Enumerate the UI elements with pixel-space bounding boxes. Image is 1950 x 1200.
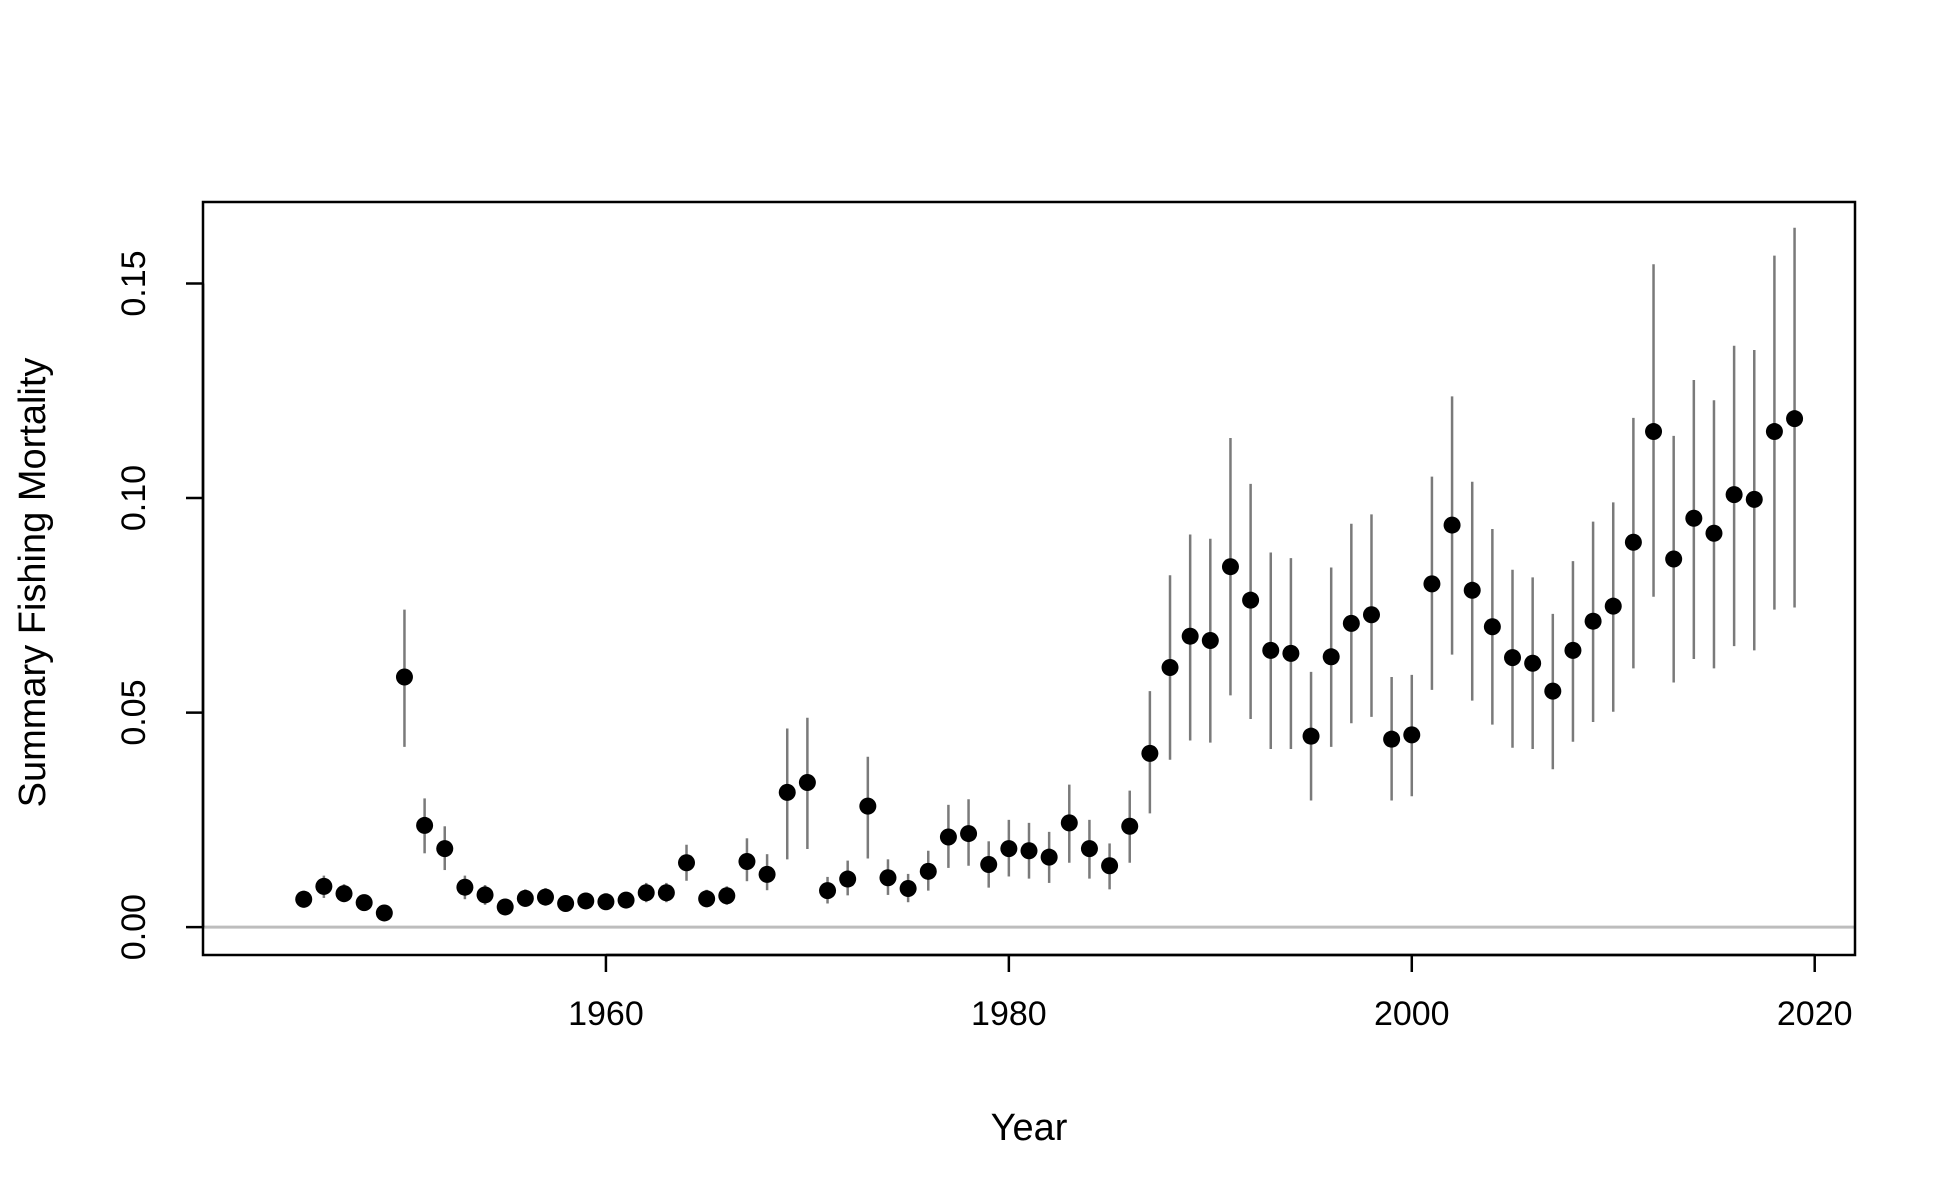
data-point xyxy=(1000,840,1018,858)
data-point xyxy=(960,825,978,843)
x-axis: 1960 1980 2000 2020 xyxy=(568,953,1853,1033)
x-axis-title: Year xyxy=(991,1107,1068,1149)
data-point xyxy=(657,884,675,902)
data-point xyxy=(1262,641,1280,659)
data-point xyxy=(1080,840,1098,858)
data-point xyxy=(375,904,393,922)
data-point xyxy=(1725,486,1743,504)
x-tick-label: 2000 xyxy=(1374,995,1450,1033)
data-point xyxy=(1423,575,1441,593)
y-axis: 0.00 0.05 0.10 0.15 xyxy=(115,250,205,960)
data-point xyxy=(1302,727,1320,745)
data-point xyxy=(1665,550,1683,568)
data-point xyxy=(1181,627,1199,645)
data-point xyxy=(899,879,917,897)
data-point xyxy=(597,893,615,911)
data-point xyxy=(557,895,575,913)
data-point xyxy=(1342,614,1360,632)
y-tick-label: 0.00 xyxy=(115,894,153,960)
data-point xyxy=(738,852,756,870)
data-point xyxy=(1040,848,1058,866)
data-point xyxy=(678,854,696,872)
y-tick-label: 0.10 xyxy=(115,465,153,531)
data-point xyxy=(1685,509,1703,527)
data-point xyxy=(859,797,877,815)
data-point xyxy=(1745,490,1763,508)
data-point xyxy=(1322,648,1340,666)
y-tick-label: 0.05 xyxy=(115,679,153,745)
data-point xyxy=(1604,597,1622,615)
x-tick-label: 2020 xyxy=(1777,995,1853,1033)
data-point xyxy=(1624,533,1642,551)
data-point xyxy=(496,898,514,916)
data-point xyxy=(1101,857,1119,875)
data-point xyxy=(355,894,373,912)
data-point xyxy=(1403,726,1421,744)
data-point xyxy=(919,862,937,880)
data-point xyxy=(1564,641,1582,659)
data-point xyxy=(1584,612,1602,630)
data-point xyxy=(1463,581,1481,599)
data-point xyxy=(1161,659,1179,677)
data-point xyxy=(1443,516,1461,534)
data-point xyxy=(1242,591,1260,609)
data-point xyxy=(456,878,474,896)
data-point xyxy=(1020,842,1038,860)
data-point xyxy=(1544,682,1562,700)
data-point xyxy=(1201,631,1219,649)
data-point xyxy=(1483,618,1501,636)
data-point xyxy=(1705,524,1723,542)
data-point xyxy=(1383,730,1401,748)
data-point xyxy=(1786,410,1804,428)
data-point xyxy=(1362,606,1380,624)
data-points xyxy=(295,410,1804,922)
data-point xyxy=(1524,654,1542,672)
data-point xyxy=(577,892,595,910)
data-point xyxy=(778,783,796,801)
data-point xyxy=(1221,558,1239,576)
data-point xyxy=(516,889,534,907)
data-point xyxy=(980,855,998,873)
data-point xyxy=(1504,649,1522,667)
data-point xyxy=(436,840,454,858)
data-point xyxy=(839,870,857,888)
data-point xyxy=(637,884,655,902)
data-point xyxy=(335,885,353,903)
data-point xyxy=(698,890,716,908)
data-point xyxy=(1282,644,1300,662)
data-point xyxy=(536,888,554,906)
data-point xyxy=(798,774,816,792)
data-point xyxy=(315,877,333,895)
data-point xyxy=(1121,817,1139,835)
data-point xyxy=(879,869,897,887)
data-point xyxy=(395,668,413,686)
x-tick-label: 1980 xyxy=(971,995,1047,1033)
y-axis-title: Summary Fishing Mortality xyxy=(12,358,54,808)
data-point xyxy=(617,891,635,909)
data-point xyxy=(416,816,434,834)
data-point xyxy=(295,890,313,908)
data-point xyxy=(476,886,494,904)
data-point xyxy=(758,865,776,883)
data-point xyxy=(1645,423,1663,441)
data-point xyxy=(1060,814,1078,832)
data-point xyxy=(819,882,837,900)
data-point xyxy=(1141,744,1159,762)
x-tick-label: 1960 xyxy=(568,995,644,1033)
data-point xyxy=(939,828,957,846)
y-tick-label: 0.15 xyxy=(115,250,153,316)
data-point xyxy=(718,887,736,905)
data-point xyxy=(1765,423,1783,441)
